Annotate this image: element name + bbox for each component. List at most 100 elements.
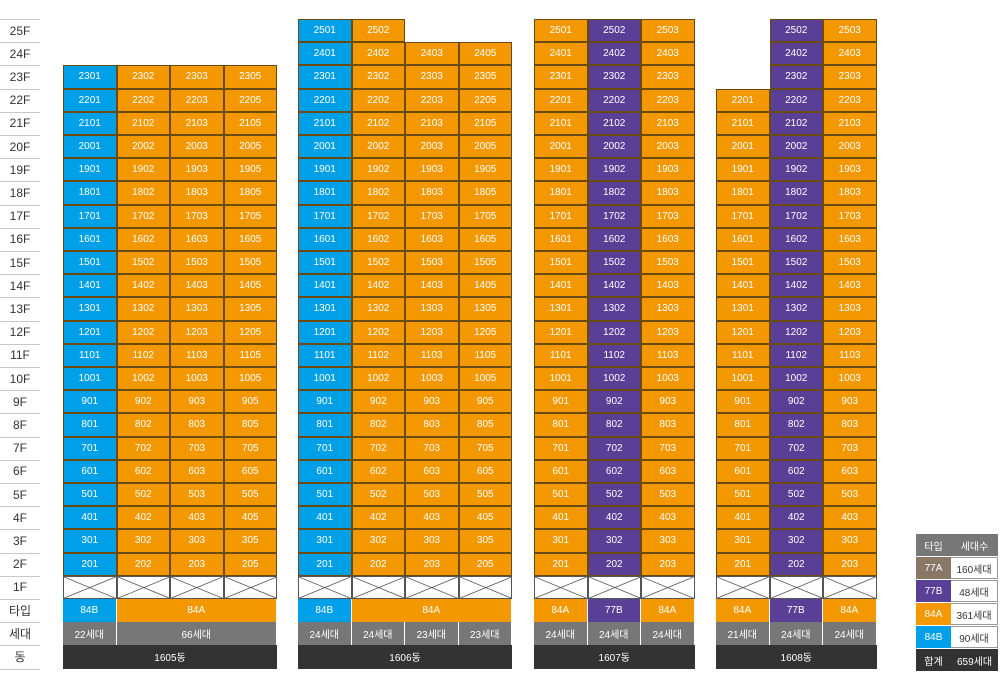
- unit-cell[interactable]: 402: [116, 506, 170, 530]
- unit-cell[interactable]: 502: [769, 483, 823, 507]
- unit-cell[interactable]: 903: [405, 390, 459, 414]
- unit-cell[interactable]: 803: [823, 413, 877, 437]
- unit-cell[interactable]: 801: [298, 413, 352, 437]
- unit-cell[interactable]: 205: [223, 552, 277, 576]
- unit-cell[interactable]: 1601: [534, 227, 588, 251]
- unit-cell[interactable]: 502: [116, 483, 170, 507]
- unit-cell[interactable]: 705: [458, 436, 512, 460]
- unit-cell[interactable]: 1203: [641, 320, 695, 344]
- unit-cell[interactable]: 1003: [823, 367, 877, 391]
- unit-cell[interactable]: 2102: [769, 111, 823, 135]
- unit-cell[interactable]: 2203: [170, 88, 224, 112]
- unit-cell[interactable]: 1302: [351, 297, 405, 321]
- unit-cell[interactable]: 2001: [298, 135, 352, 159]
- unit-cell[interactable]: 1403: [170, 274, 224, 298]
- unit-cell[interactable]: 603: [405, 459, 459, 483]
- unit-cell[interactable]: 1101: [534, 343, 588, 367]
- unit-cell[interactable]: 1101: [63, 343, 117, 367]
- unit-cell[interactable]: 501: [298, 483, 352, 507]
- unit-cell[interactable]: 901: [63, 390, 117, 414]
- unit-cell[interactable]: 1901: [534, 158, 588, 182]
- unit-cell[interactable]: 703: [641, 436, 695, 460]
- unit-cell[interactable]: 1305: [223, 297, 277, 321]
- unit-cell[interactable]: 1702: [351, 204, 405, 228]
- unit-cell[interactable]: 1603: [405, 227, 459, 251]
- unit-cell[interactable]: 603: [641, 459, 695, 483]
- unit-cell[interactable]: 901: [716, 390, 770, 414]
- unit-cell[interactable]: 2502: [587, 19, 641, 43]
- unit-cell[interactable]: 2302: [116, 65, 170, 89]
- unit-cell[interactable]: 1505: [223, 251, 277, 275]
- unit-cell[interactable]: 303: [823, 529, 877, 553]
- unit-cell[interactable]: 1303: [405, 297, 459, 321]
- unit-cell[interactable]: 1902: [769, 158, 823, 182]
- unit-cell[interactable]: 1703: [823, 204, 877, 228]
- unit-cell[interactable]: 1302: [587, 297, 641, 321]
- unit-cell[interactable]: 1402: [116, 274, 170, 298]
- unit-cell[interactable]: 1205: [458, 320, 512, 344]
- unit-cell[interactable]: 203: [170, 552, 224, 576]
- unit-cell[interactable]: 1901: [63, 158, 117, 182]
- unit-cell[interactable]: 1202: [351, 320, 405, 344]
- unit-cell[interactable]: 1901: [716, 158, 770, 182]
- unit-cell[interactable]: 1701: [298, 204, 352, 228]
- unit-cell[interactable]: 202: [351, 552, 405, 576]
- unit-cell[interactable]: 1701: [534, 204, 588, 228]
- unit-cell[interactable]: 2203: [823, 88, 877, 112]
- unit-cell[interactable]: 1102: [116, 343, 170, 367]
- unit-cell[interactable]: 1301: [63, 297, 117, 321]
- unit-cell[interactable]: 1105: [223, 343, 277, 367]
- unit-cell[interactable]: 1702: [116, 204, 170, 228]
- unit-cell[interactable]: 1705: [223, 204, 277, 228]
- unit-cell[interactable]: 1003: [641, 367, 695, 391]
- unit-cell[interactable]: 902: [769, 390, 823, 414]
- unit-cell[interactable]: 305: [223, 529, 277, 553]
- unit-cell[interactable]: 2102: [587, 111, 641, 135]
- unit-cell[interactable]: 1201: [63, 320, 117, 344]
- unit-cell[interactable]: 1602: [116, 227, 170, 251]
- unit-cell[interactable]: 2301: [534, 65, 588, 89]
- unit-cell[interactable]: 2501: [298, 19, 352, 43]
- unit-cell[interactable]: 1702: [769, 204, 823, 228]
- unit-cell[interactable]: 2403: [823, 42, 877, 66]
- unit-cell[interactable]: 505: [223, 483, 277, 507]
- unit-cell[interactable]: 1601: [298, 227, 352, 251]
- unit-cell[interactable]: 802: [351, 413, 405, 437]
- unit-cell[interactable]: 503: [170, 483, 224, 507]
- unit-cell[interactable]: 2202: [116, 88, 170, 112]
- unit-cell[interactable]: 2402: [769, 42, 823, 66]
- unit-cell[interactable]: 2102: [116, 111, 170, 135]
- unit-cell[interactable]: 601: [63, 459, 117, 483]
- unit-cell[interactable]: 1003: [405, 367, 459, 391]
- unit-cell[interactable]: 601: [534, 459, 588, 483]
- unit-cell[interactable]: 1401: [534, 274, 588, 298]
- unit-cell[interactable]: 201: [298, 552, 352, 576]
- unit-cell[interactable]: 1205: [223, 320, 277, 344]
- unit-cell[interactable]: 1001: [63, 367, 117, 391]
- unit-cell[interactable]: 1801: [63, 181, 117, 205]
- unit-cell[interactable]: 801: [534, 413, 588, 437]
- unit-cell[interactable]: 2301: [298, 65, 352, 89]
- unit-cell[interactable]: 2305: [458, 65, 512, 89]
- unit-cell[interactable]: 1803: [405, 181, 459, 205]
- unit-cell[interactable]: 201: [534, 552, 588, 576]
- unit-cell[interactable]: 1703: [641, 204, 695, 228]
- unit-cell[interactable]: 2003: [405, 135, 459, 159]
- unit-cell[interactable]: 1203: [823, 320, 877, 344]
- unit-cell[interactable]: 503: [405, 483, 459, 507]
- unit-cell[interactable]: 801: [63, 413, 117, 437]
- unit-cell[interactable]: 2002: [351, 135, 405, 159]
- unit-cell[interactable]: 1903: [170, 158, 224, 182]
- unit-cell[interactable]: 302: [116, 529, 170, 553]
- unit-cell[interactable]: 1201: [298, 320, 352, 344]
- unit-cell[interactable]: 705: [223, 436, 277, 460]
- unit-cell[interactable]: 401: [63, 506, 117, 530]
- unit-cell[interactable]: 1401: [298, 274, 352, 298]
- unit-cell[interactable]: 1703: [405, 204, 459, 228]
- unit-cell[interactable]: 1401: [716, 274, 770, 298]
- unit-cell[interactable]: 1903: [641, 158, 695, 182]
- unit-cell[interactable]: 601: [716, 459, 770, 483]
- unit-cell[interactable]: 2303: [823, 65, 877, 89]
- unit-cell[interactable]: 805: [458, 413, 512, 437]
- unit-cell[interactable]: 501: [63, 483, 117, 507]
